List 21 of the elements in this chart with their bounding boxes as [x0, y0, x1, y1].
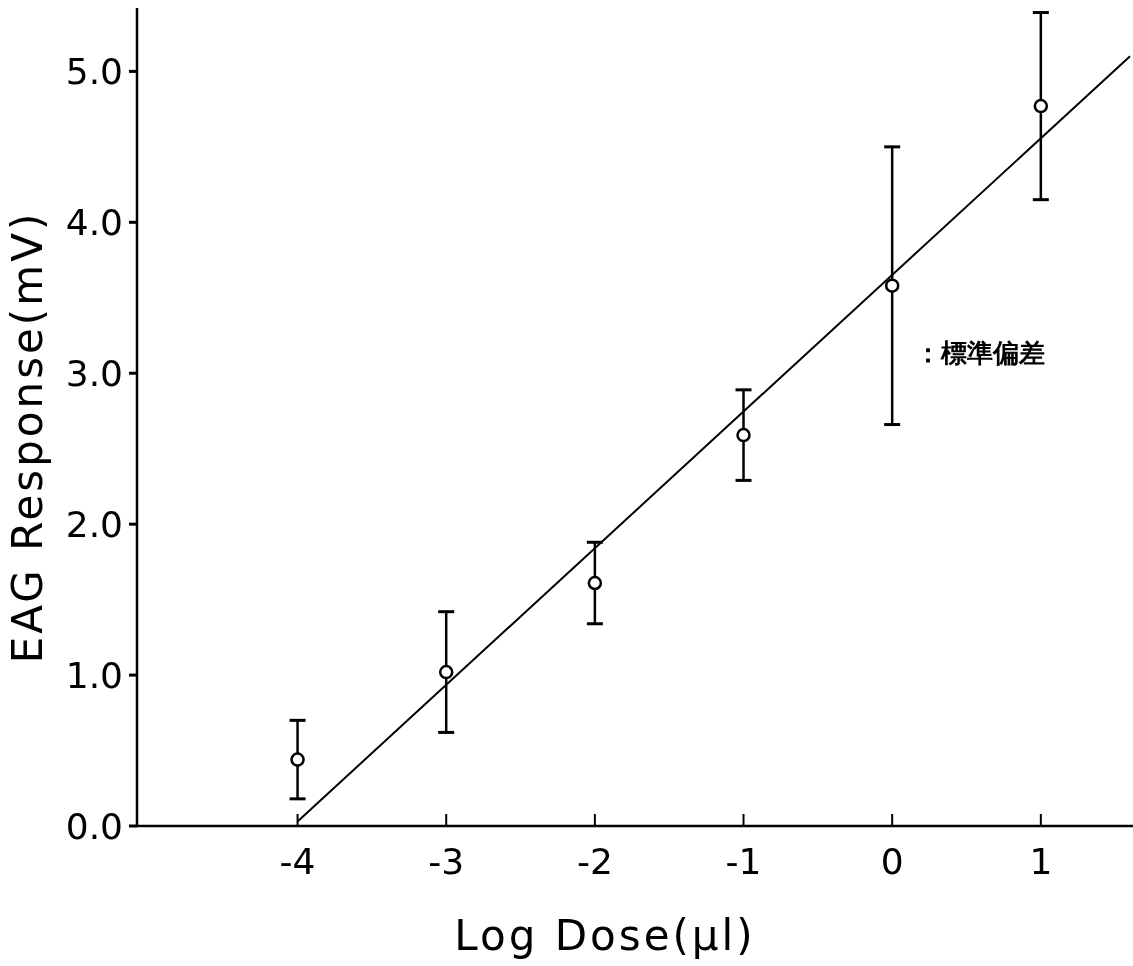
- annotation: ：標準偏差: [915, 338, 1045, 368]
- point: [884, 278, 900, 293]
- x-axis-title: Log Dose(µl): [454, 911, 756, 960]
- point: [587, 575, 603, 591]
- y-tick-label: 2.0: [65, 504, 123, 546]
- x-tick-label: 1: [1029, 841, 1053, 882]
- point: [1033, 98, 1049, 114]
- y-tick-label: 4.0: [65, 202, 123, 244]
- y-tick-label: 5.0: [65, 51, 123, 93]
- x-tick-label: -3: [428, 841, 465, 882]
- point: [290, 752, 305, 767]
- x-tick-label: -2: [576, 841, 613, 882]
- point: [736, 427, 751, 443]
- y-tick-label: 1.0: [65, 655, 123, 697]
- x-tick-label: -1: [725, 841, 762, 882]
- y-axis-title: EAG Response(mV): [3, 210, 52, 664]
- x-tick-label: -4: [279, 841, 316, 882]
- x-tick-label: 0: [880, 841, 904, 882]
- y-tick-label: 3.0: [65, 353, 123, 395]
- y-tick-label: 0.0: [65, 806, 123, 847]
- point: [438, 664, 454, 680]
